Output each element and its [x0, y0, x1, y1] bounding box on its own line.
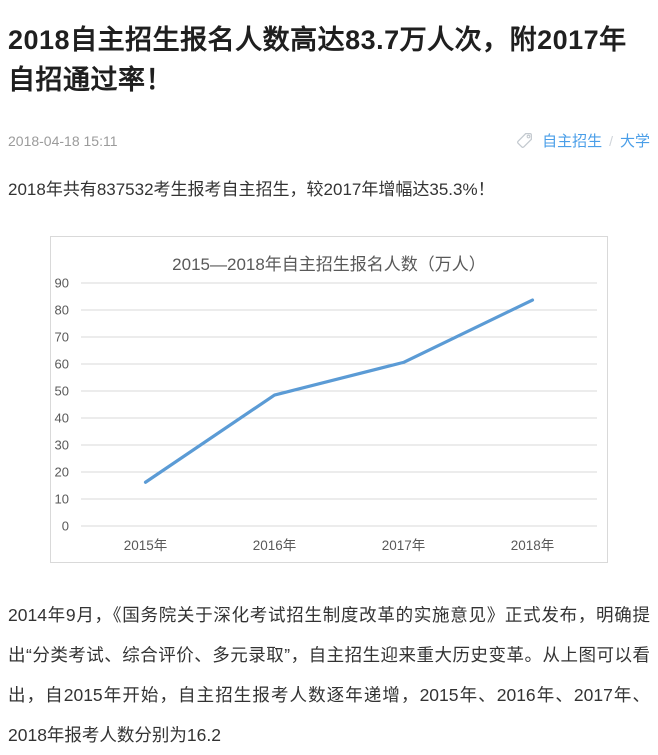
chart-svg: 2015—2018年自主招生报名人数（万人） 0 10 20 30 40 50 60 70 80 9…	[55, 255, 597, 553]
svg-text:30: 30	[55, 438, 69, 453]
svg-text:2018年: 2018年	[511, 538, 555, 553]
page-title: 2018自主招生报名人数高达83.7万人次，附2017年自招通过率！	[8, 25, 627, 95]
svg-text:90: 90	[55, 276, 69, 291]
svg-text:70: 70	[55, 330, 69, 345]
meta-row: 2018-04-18 15:11 自主招生 / 大学	[8, 130, 650, 151]
svg-text:2016年: 2016年	[253, 538, 297, 553]
svg-text:2015—2018年自主招生报名人数（万人）: 2015—2018年自主招生报名人数（万人）	[172, 255, 486, 274]
intro-paragraph: 2018年共有837532考生报考自主招生，较2017年增幅达35.3%！	[8, 180, 495, 199]
svg-text:50: 50	[55, 384, 69, 399]
svg-text:10: 10	[55, 492, 69, 507]
tag-separator: /	[609, 132, 613, 149]
tag-list: 自主招生 / 大学	[515, 130, 650, 151]
tag-icon	[515, 131, 534, 150]
svg-text:40: 40	[55, 411, 69, 426]
tag-link-zizhuzhaosheng[interactable]: 自主招生	[542, 133, 603, 150]
publish-date: 2018-04-18 15:11	[8, 132, 118, 149]
svg-text:0: 0	[62, 519, 69, 534]
svg-text:20: 20	[55, 465, 69, 480]
svg-text:60: 60	[55, 357, 69, 372]
tag-link-daxue[interactable]: 大学	[619, 133, 650, 150]
svg-text:80: 80	[55, 303, 69, 318]
enrollment-line-chart: 2015—2018年自主招生报名人数（万人） 0 10 20 30 40 50 60 70 80 9…	[50, 236, 608, 563]
svg-text:2017年: 2017年	[382, 538, 426, 553]
svg-text:2015年: 2015年	[124, 538, 168, 553]
body-paragraph: 2014年9月，《国务院关于深化考试招生制度改革的实施意见》正式发布，明确提出“…	[8, 605, 650, 745]
